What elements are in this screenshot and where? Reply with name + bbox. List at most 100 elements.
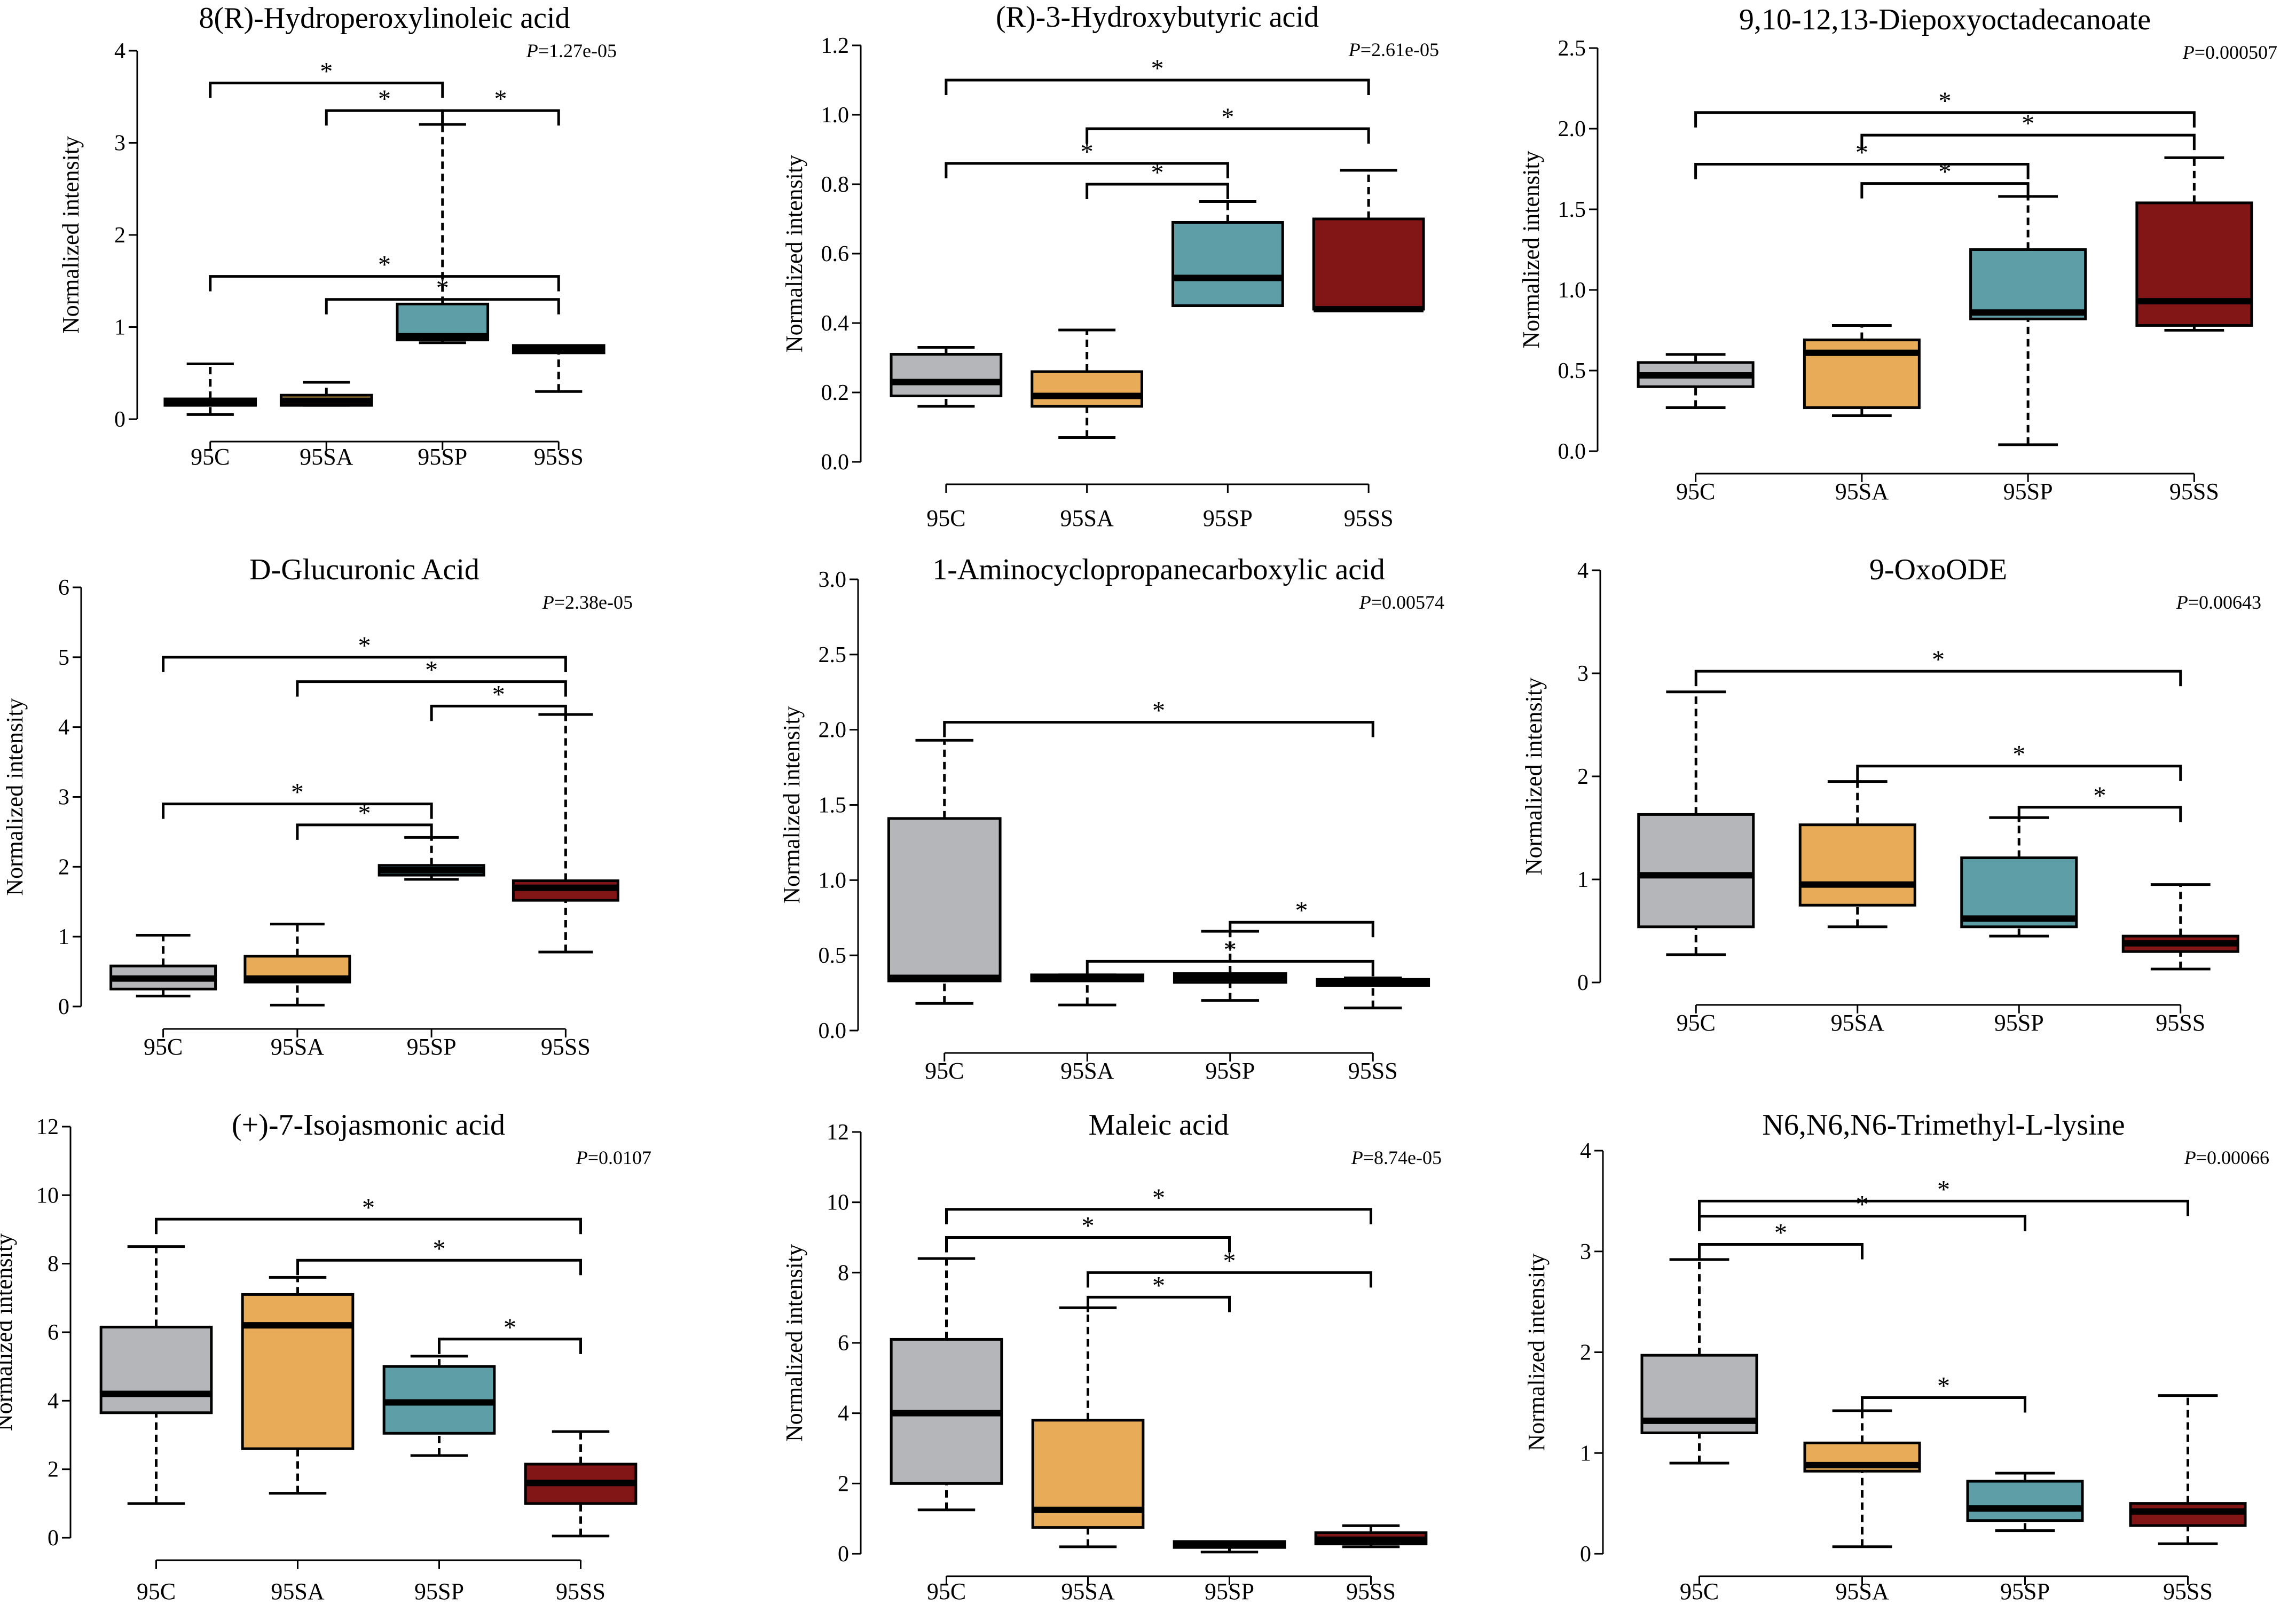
y-tick-label: 0.5	[819, 943, 847, 968]
p-value: P=0.00574	[1359, 592, 1444, 613]
y-axis-label: Normalized intensity	[1523, 1253, 1550, 1451]
y-axis-label: Normalized intensity	[781, 155, 807, 352]
box-95SP	[1966, 1480, 2084, 1522]
box-95C	[99, 1325, 213, 1414]
p-value: P=8.74e-05	[1351, 1147, 1442, 1168]
x-tick-label: 95SP	[414, 1578, 464, 1605]
significance-bracket	[325, 298, 560, 314]
significance-star: *	[1224, 935, 1237, 964]
significance-bracket	[1698, 1199, 2189, 1216]
box-95C	[887, 817, 1002, 982]
p-value: P=2.38e-05	[542, 592, 633, 613]
y-tick-label: 0.0	[819, 1019, 847, 1043]
y-tick-label: 10	[36, 1183, 59, 1208]
x-tick-label: 95SA	[271, 1034, 324, 1060]
y-tick-label: 0.0	[821, 450, 850, 475]
x-tick-label: 95SS	[1344, 505, 1394, 531]
significance-star: *	[425, 656, 438, 685]
significance-bracket	[1860, 182, 2030, 199]
significance-bracket	[943, 721, 1374, 737]
x-tick-label: 95SS	[2163, 1578, 2213, 1605]
x-tick-label: 95SS	[2156, 1010, 2205, 1036]
significance-bracket	[945, 78, 1370, 95]
p-value-symbol: P	[2182, 42, 2195, 63]
significance-star: *	[494, 85, 507, 113]
y-tick-label: 6	[48, 1320, 59, 1345]
significance-bracket	[441, 109, 560, 126]
significance-star: *	[1151, 159, 1164, 187]
y-tick-label: 1.0	[819, 868, 847, 893]
y-tick-label: 0.8	[821, 172, 850, 197]
y-tick-label: 4	[114, 39, 125, 64]
y-tick-label: 3	[1577, 662, 1589, 686]
boxplot-panel: 0.0 0.5 1.0 1.5 2.0 2.5 3.0 95C 95SA 95SP 95SS Norm…	[779, 553, 1444, 1084]
y-tick-label: 2.0	[819, 718, 847, 743]
y-tick-label: 1.5	[819, 793, 847, 818]
boxplot-panel: 0 1 2 3 4 95C 95SA 95SP 95SS Normalized intensity…	[58, 2, 617, 470]
significance-star: *	[1295, 897, 1308, 925]
y-tick-label: 3	[58, 785, 69, 810]
x-tick-label: 95SA	[1060, 505, 1114, 531]
y-axis-label: Normalized intensity	[1518, 151, 1544, 348]
p-value-number: =0.00574	[1371, 592, 1444, 613]
y-tick-label: 3.0	[819, 568, 847, 592]
panel-title: N6,N6,N6-Trimethyl-L-lysine	[1762, 1108, 2125, 1142]
y-tick-label: 4	[48, 1389, 59, 1413]
y-tick-label: 2	[48, 1458, 59, 1482]
significance-bracket	[2017, 806, 2182, 822]
p-value-symbol: P	[1351, 1147, 1363, 1168]
panel-title: D-Glucuronic Acid	[249, 553, 479, 586]
panel-title: 9,10-12,13-Diepoxyoctadecanoate	[1739, 3, 2151, 36]
boxplot-panel: 0 1 2 3 4 95C 95SA 95SP 95SS Normalized intensity…	[1521, 553, 2261, 1036]
significance-star: *	[1081, 138, 1094, 166]
significance-star: *	[1939, 87, 1952, 115]
p-value-number: =2.61e-05	[1361, 39, 1439, 60]
y-tick-label: 6	[838, 1331, 849, 1356]
y-axis-label: Normalized intensity	[2, 698, 28, 895]
p-value-symbol: P	[526, 40, 538, 61]
significance-star: *	[378, 85, 391, 113]
y-tick-label: 2	[58, 855, 69, 879]
significance-star: *	[1856, 1191, 1869, 1219]
x-tick-label: 95SP	[418, 444, 467, 470]
significance-bracket	[1698, 1215, 2026, 1231]
y-tick-label: 0.4	[821, 311, 850, 336]
x-tick-label: 95SS	[1346, 1578, 1396, 1605]
x-tick-label: 95SS	[541, 1034, 591, 1060]
panel-title: 8(R)-Hydroperoxylinoleic acid	[199, 2, 570, 35]
y-tick-label: 0.6	[821, 242, 850, 266]
p-value-symbol: P	[2176, 592, 2188, 613]
x-tick-label: 95SS	[2169, 478, 2219, 505]
y-tick-label: 4	[1580, 1139, 1591, 1163]
y-tick-label: 1.0	[821, 103, 850, 128]
y-tick-label: 4	[58, 715, 69, 740]
box-95SP	[1960, 856, 2078, 929]
significance-star: *	[1932, 646, 1945, 674]
x-tick-label: 95C	[137, 1578, 176, 1605]
y-tick-label: 2	[114, 223, 125, 248]
x-tick-label: 95SA	[300, 444, 353, 470]
significance-star: *	[2022, 109, 2034, 138]
significance-star: *	[291, 779, 304, 807]
significance-bracket	[1694, 162, 2030, 179]
significance-star: *	[1152, 1271, 1165, 1300]
x-tick-label: 95SA	[1835, 1578, 1889, 1605]
significance-bracket	[945, 1236, 1231, 1253]
boxplot-panel: 0.0 0.5 1.0 1.5 2.0 2.5 95C 95SA 95SP 95SS Normali…	[1518, 3, 2277, 505]
x-tick-label: 95SP	[2003, 478, 2053, 505]
box-95SP	[1969, 248, 2087, 320]
y-axis-label: Normalized intensity	[1521, 678, 1547, 875]
significance-bracket	[296, 1259, 582, 1276]
y-tick-label: 1	[1580, 1441, 1591, 1466]
significance-star: *	[362, 1193, 375, 1222]
y-tick-label: 8	[48, 1252, 59, 1277]
y-tick-label: 0	[1580, 1542, 1591, 1567]
panel-title: 1-Aminocyclopropanecarboxylic acid	[932, 553, 1385, 586]
significance-star: *	[1855, 138, 1868, 167]
p-value: P=0.0107	[576, 1147, 651, 1168]
panel-title: (+)-7-Isojasmonic acid	[232, 1108, 505, 1142]
p-value-number: =0.0107	[588, 1147, 651, 1168]
significance-star: *	[358, 799, 371, 828]
p-value-number: =0.00643	[2188, 592, 2261, 613]
y-tick-label: 8	[838, 1261, 849, 1285]
